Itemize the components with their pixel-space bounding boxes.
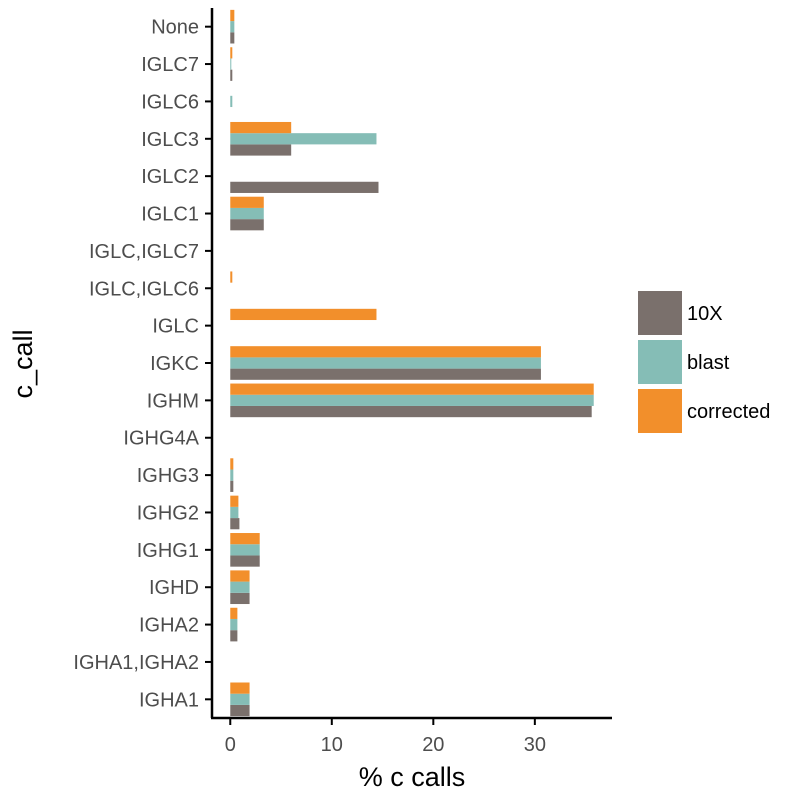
bar-ighg2-blast: [230, 506, 239, 519]
legend-label-blast: blast: [687, 352, 730, 374]
bar-iglc7-10x: [230, 69, 233, 81]
bar-ighg3-corrected: [230, 458, 234, 470]
y-tick-label: IGLC6: [141, 91, 199, 113]
bar-iglc6-blast: [230, 95, 233, 108]
y-tick-label: IGHD: [149, 577, 199, 599]
y-tick-label: IGHG4A: [123, 428, 199, 450]
bar-igha2-blast: [230, 618, 238, 631]
y-tick-label: IGHG2: [137, 502, 199, 524]
bar-ighg3-10x: [230, 480, 234, 492]
x-tick-label: 20: [422, 734, 444, 756]
bar-none-blast: [230, 21, 235, 33]
x-axis-title: % c calls: [359, 762, 466, 792]
y-tick-label: IGHA1: [139, 689, 199, 711]
bar-igha1-corrected: [230, 682, 250, 694]
y-tick-label: None: [151, 17, 199, 39]
y-tick-label: IGHG1: [137, 540, 199, 562]
bars-group: [230, 9, 594, 717]
y-tick-label: IGLC7: [141, 54, 199, 76]
bar-iglc7-corrected: [230, 47, 233, 59]
bar-iglc3-10x: [230, 144, 292, 156]
bar-ighg2-10x: [230, 518, 240, 530]
bar-iglc1-blast: [230, 207, 264, 220]
bar-ighd-10x: [230, 592, 250, 605]
y-axis-title: c_call: [8, 329, 38, 398]
bar-ighm-10x: [230, 405, 592, 418]
y-tick-label: IGLC,IGLC6: [89, 278, 199, 300]
bar-igkc-10x: [230, 368, 541, 380]
y-tick-label: IGLC1: [141, 204, 199, 226]
y-tick-label: IGHG3: [137, 465, 199, 487]
y-tick-label: IGLC: [152, 316, 199, 338]
legend: 10X blast corrected: [638, 291, 770, 433]
bar-ighg2-corrected: [230, 495, 239, 507]
bar-ighg1-blast: [230, 544, 260, 556]
bar-iglc2-10x: [230, 181, 379, 193]
bar-igha1-10x: [230, 704, 250, 717]
bar-ighd-blast: [230, 581, 250, 593]
bar-iglc1-corrected: [230, 196, 264, 208]
legend-swatch-10x: [638, 291, 682, 335]
legend-swatch-corrected: [638, 389, 682, 433]
y-tick-label: IGHM: [147, 390, 199, 412]
bar-ighd-corrected: [230, 570, 250, 582]
bar-igkc-blast: [230, 357, 541, 369]
bar-igha2-10x: [230, 630, 238, 642]
bar-ighm-corrected: [230, 383, 594, 395]
y-tick-label: IGLC3: [141, 129, 199, 151]
y-tick-label: IGLC2: [141, 166, 199, 188]
y-tick-label: IGHA1,IGHA2: [73, 652, 199, 674]
bar-none-10x: [230, 32, 235, 44]
bar-ighg1-corrected: [230, 533, 260, 545]
x-tick-label: 10: [321, 734, 343, 756]
y-axis: IGHA1 IGHA1,IGHA2 IGHA2 IGHD IGHG1 IGHG2 IGHG3…: [73, 17, 212, 711]
x-axis: 0 10 20 30: [225, 718, 546, 756]
legend-swatch-blast: [638, 340, 682, 384]
x-tick-label: 0: [225, 734, 236, 756]
bar-ighg1-10x: [230, 555, 260, 567]
bar-igkc-corrected: [230, 346, 541, 358]
bar-none-corrected: [230, 9, 235, 22]
bar-ighg3-blast: [230, 469, 234, 481]
bar-iglc1-10x: [230, 219, 264, 231]
bar-igha1-blast: [230, 693, 250, 705]
legend-label-corrected: corrected: [687, 401, 770, 423]
bar-iglc7-blast: [230, 58, 232, 70]
y-tick-label: IGKC: [150, 353, 199, 375]
bar-iglc-corrected: [230, 308, 377, 321]
bar-ighm-blast: [230, 394, 594, 406]
bar-iglc3-blast: [230, 133, 377, 145]
x-tick-label: 30: [524, 734, 546, 756]
bar-igha2-corrected: [230, 607, 238, 619]
y-tick-label: IGLC,IGLC7: [89, 241, 199, 263]
legend-label-10x: 10X: [687, 303, 723, 325]
bar-iglc3-corrected: [230, 121, 292, 134]
bar-iglc-iglc6-corrected: [230, 271, 233, 283]
y-tick-label: IGHA2: [139, 615, 199, 637]
